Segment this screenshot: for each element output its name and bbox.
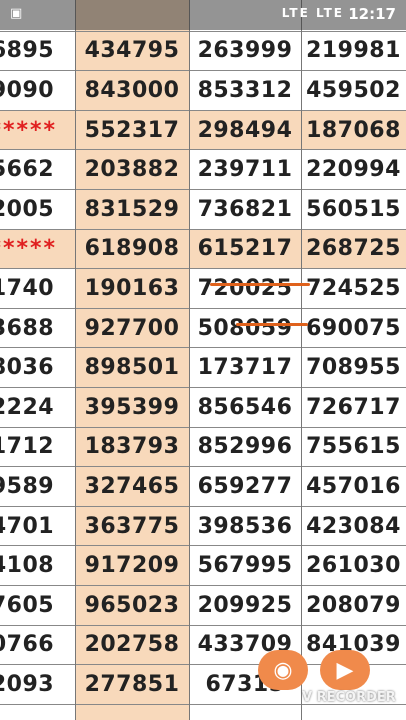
table-cell: 208079 (306, 592, 401, 618)
table-cell: 853312 (197, 77, 293, 103)
table-cell: ***** (0, 236, 57, 262)
table-cell: 724525 (306, 275, 401, 301)
video-camera-icon[interactable]: ▶ (320, 650, 370, 690)
table-cell: 459502 (306, 77, 401, 103)
table-cell: 457016 (306, 473, 401, 499)
table-cell: 917209 (84, 553, 180, 579)
table-cell: 261030 (306, 553, 401, 579)
table-row: 2224 395399 856546 726717 (0, 388, 406, 428)
table-cell: 173717 (197, 355, 293, 381)
table-cell: 927700 (84, 315, 180, 341)
table-row: 5662 203882 239711 220994 (0, 150, 406, 190)
table-cell: 202758 (84, 632, 180, 658)
column-divider (75, 0, 76, 720)
table-cell: 856546 (197, 394, 293, 420)
results-table: 6895 434795 263999 219981 9090 843000 853312 45… (0, 0, 406, 705)
camera-icon[interactable]: ◉ (258, 650, 308, 690)
table-cell: 277851 (84, 671, 180, 697)
table-cell: 183793 (84, 434, 180, 460)
table-cell: 1712 (0, 434, 55, 460)
table-cell: 615217 (197, 236, 293, 262)
table-cell: 3688 (0, 315, 55, 341)
table-cell: 567995 (197, 553, 293, 579)
table-cell: 8036 (0, 355, 55, 381)
table-cell: 4701 (0, 513, 55, 539)
table-cell: 508059 (197, 315, 293, 341)
table-cell: 843000 (84, 77, 180, 103)
table-cell: 219981 (306, 38, 401, 64)
table-row: 4701 363775 398536 423084 (0, 507, 406, 547)
table-cell: 9589 (0, 473, 55, 499)
table-row: ***** 552317 298494 187068 (0, 110, 406, 151)
table-cell: 220994 (306, 157, 401, 183)
table-cell: 552317 (84, 117, 180, 143)
table-cell: 659277 (197, 473, 293, 499)
table-cell: 852996 (197, 434, 293, 460)
table-row (0, 0, 406, 32)
table-cell: 755615 (306, 434, 401, 460)
table-cell: 2005 (0, 196, 55, 222)
orange-underline-mark (236, 323, 308, 326)
table-cell: 363775 (84, 513, 180, 539)
table-row: 7605 965023 209925 208079 (0, 586, 406, 626)
table-cell: 6895 (0, 38, 55, 64)
column-divider (189, 0, 190, 720)
table-cell: 298494 (197, 117, 293, 143)
table-cell: 0766 (0, 632, 55, 658)
orange-underline-mark (210, 283, 310, 286)
screen-recorder-overlay[interactable]: ◉ ▶ V RECORDER (258, 650, 398, 705)
table-cell: 560515 (306, 196, 401, 222)
table-row: 6895 434795 263999 219981 (0, 32, 406, 72)
table-row: 2005 831529 736821 560515 (0, 190, 406, 230)
column-divider (301, 0, 302, 720)
table-row: 9589 327465 659277 457016 (0, 467, 406, 507)
table-row: 1712 183793 852996 755615 (0, 428, 406, 468)
table-cell: 898501 (84, 355, 180, 381)
table-cell: 395399 (84, 394, 180, 420)
table-cell: 965023 (84, 592, 180, 618)
table-row: 8036 898501 173717 708955 (0, 348, 406, 388)
table-cell: 2093 (0, 671, 55, 697)
table-cell: 423084 (306, 513, 401, 539)
table-cell: 736821 (197, 196, 293, 222)
table-cell: 726717 (306, 394, 401, 420)
table-cell: 9090 (0, 77, 55, 103)
table-cell: 720025 (197, 275, 293, 301)
table-cell: 708955 (306, 355, 401, 381)
table-cell: 327465 (84, 473, 180, 499)
table-cell: 1740 (0, 275, 55, 301)
notification-icon: ▣ (10, 6, 23, 21)
table-cell: 263999 (197, 38, 293, 64)
status-time: 12:17 (348, 5, 396, 23)
table-cell: 7605 (0, 592, 55, 618)
table-cell: 209925 (197, 592, 293, 618)
table-row: ***** 618908 615217 268725 (0, 229, 406, 270)
table-cell: 268725 (306, 236, 401, 262)
table-cell: 2224 (0, 394, 55, 420)
table-row: 1740 190163 720025 724525 (0, 269, 406, 309)
table-cell: 690075 (306, 315, 401, 341)
table-cell: 239711 (197, 157, 293, 183)
table-row: 3688 927700 508059 690075 (0, 309, 406, 349)
table-cell: 618908 (84, 236, 180, 262)
table-cell: 398536 (197, 513, 293, 539)
network-status: LTE LTE (281, 6, 344, 20)
table-cell: 187068 (306, 117, 401, 143)
status-bar: ▣ LTE LTE 12:17 (0, 0, 406, 30)
table-cell: 190163 (84, 275, 180, 301)
table-cell: 203882 (84, 157, 180, 183)
recorder-label: V RECORDER (302, 690, 396, 705)
table-cell: ***** (0, 117, 57, 143)
table-cell: 5662 (0, 157, 55, 183)
table-cell: 434795 (84, 38, 180, 64)
table-cell: 831529 (84, 196, 180, 222)
table-row: 9090 843000 853312 459502 (0, 71, 406, 111)
